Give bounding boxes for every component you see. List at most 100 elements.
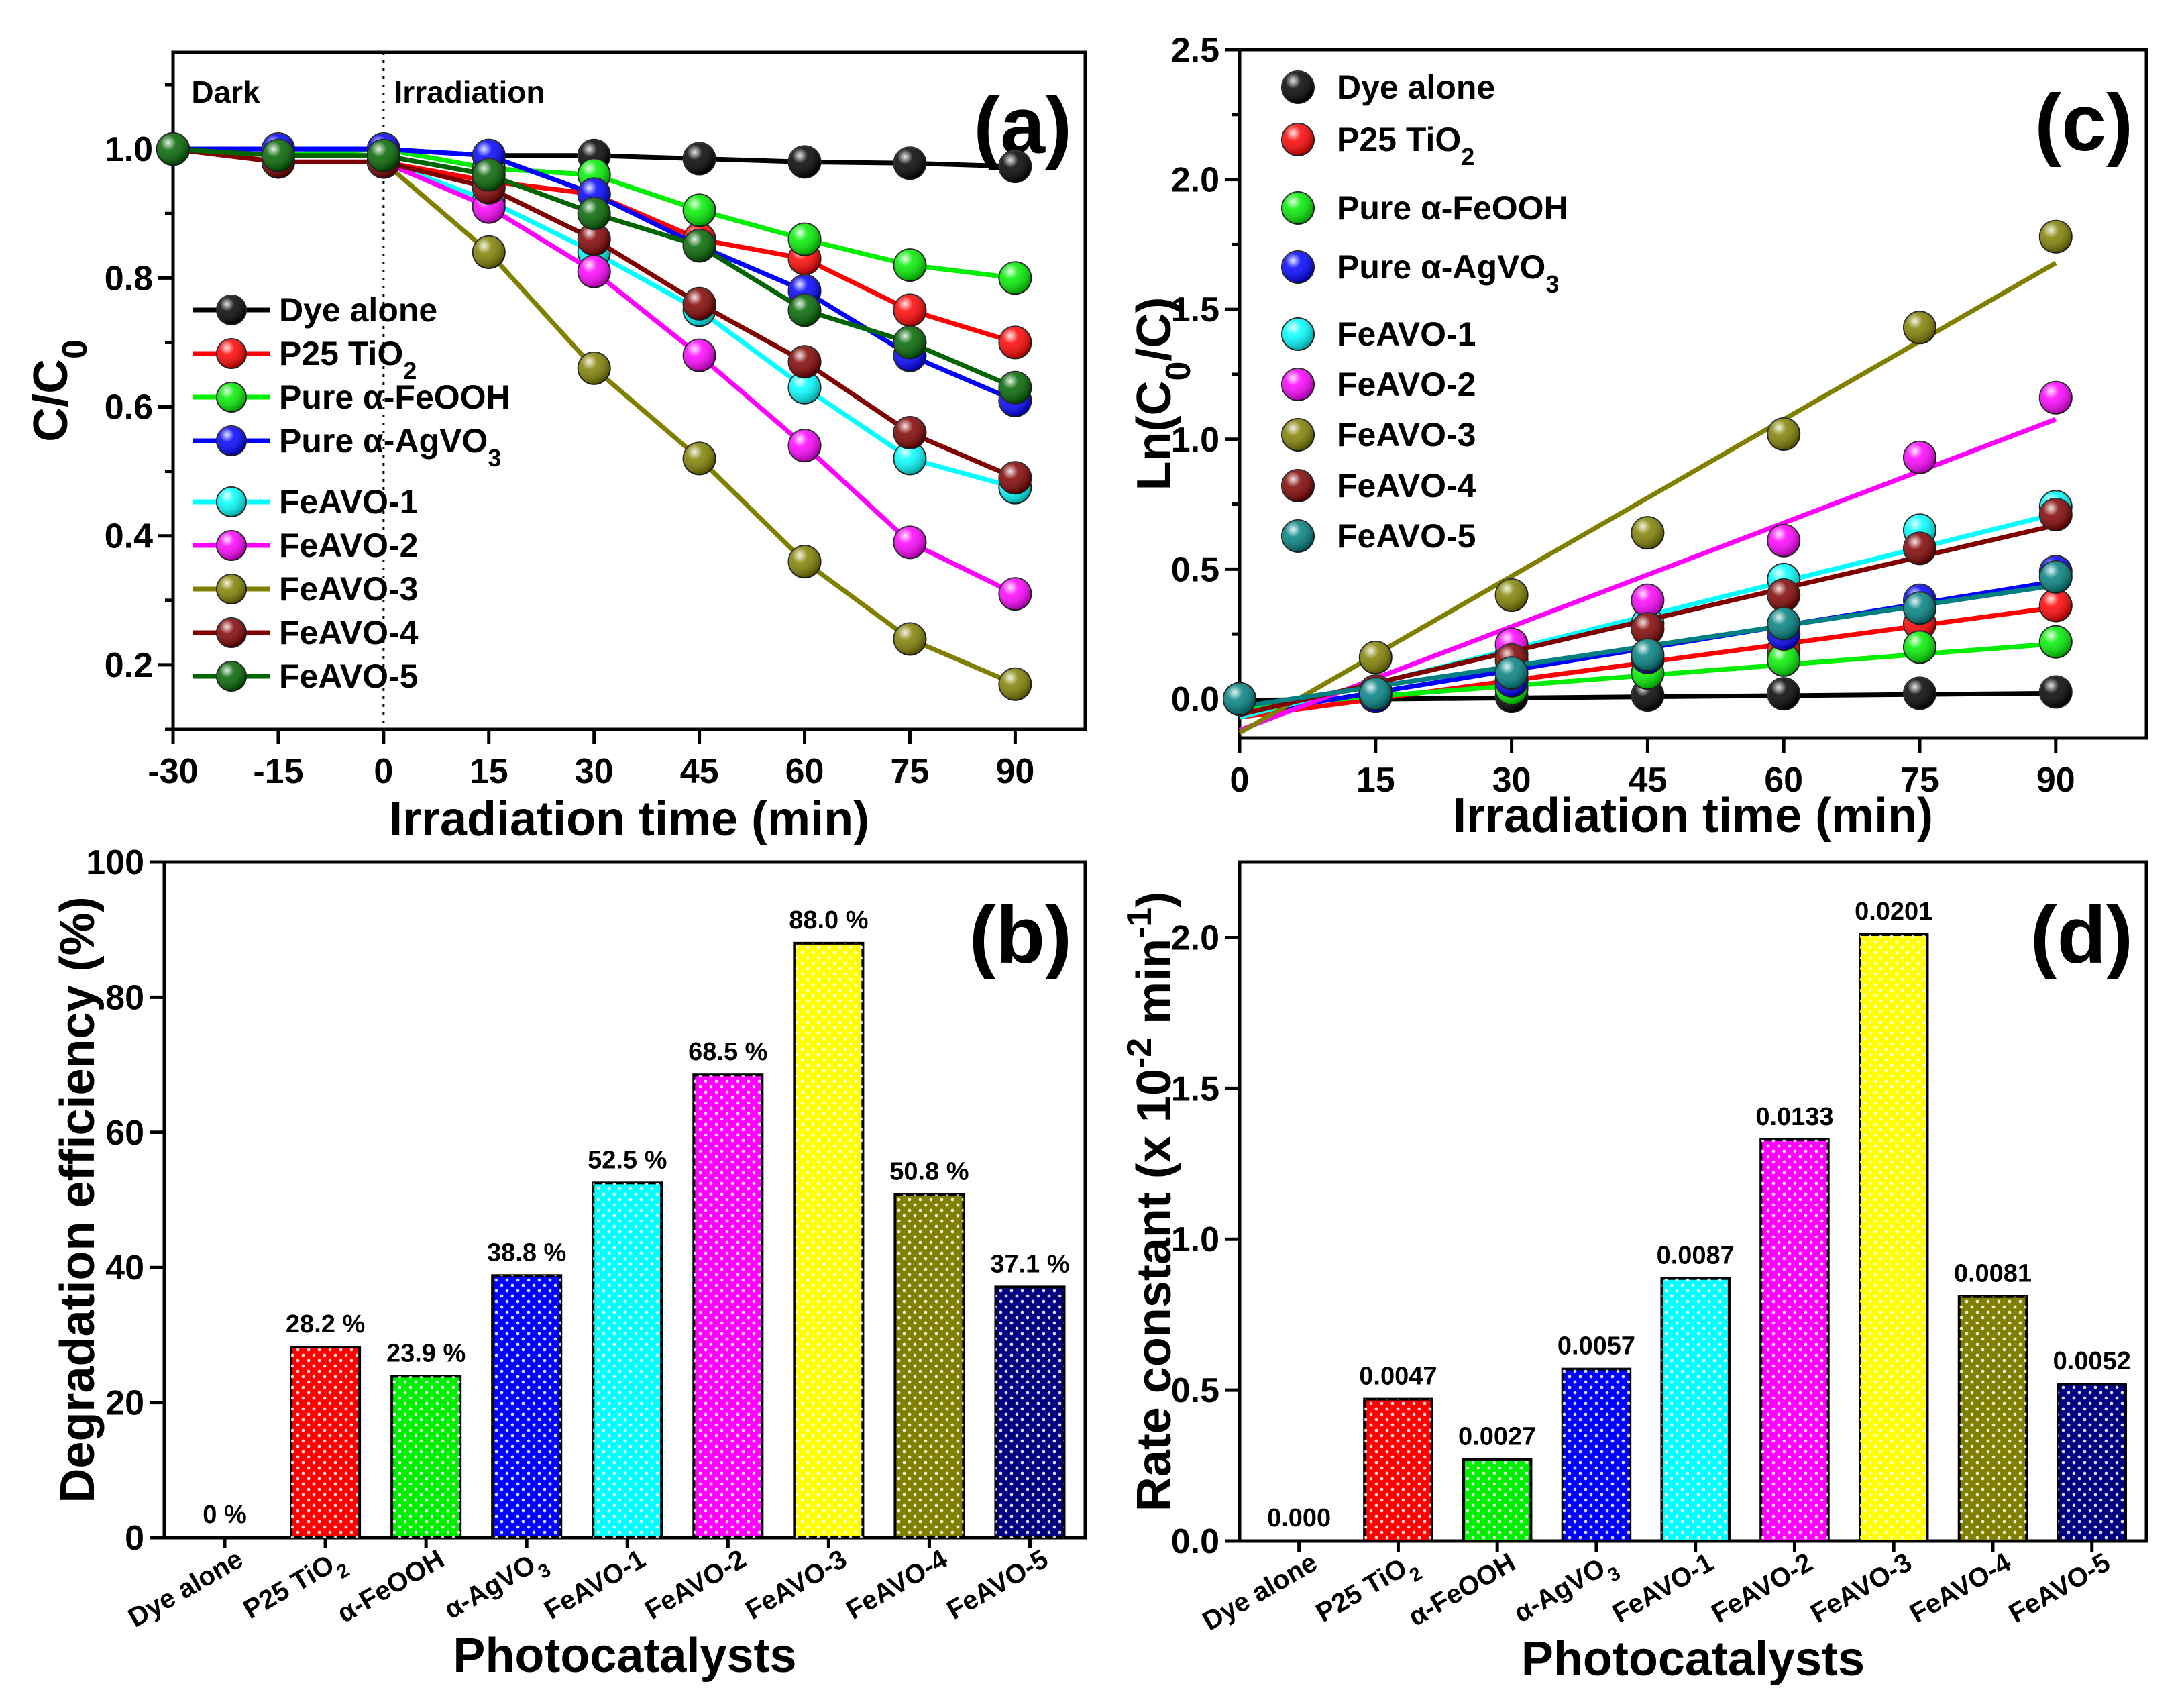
y-tick-label: 1.0 bbox=[1171, 421, 1219, 460]
data-point-dye-alone bbox=[1767, 677, 1801, 711]
legend-label-p25-tio2: P25 TiO2 bbox=[1337, 121, 1474, 170]
data-label-feavo-5: 0.0052 bbox=[2053, 1347, 2131, 1375]
x-tick-label: FeAVO-4 bbox=[1905, 1547, 2016, 1628]
data-label-feavo-2: 68.5 % bbox=[688, 1038, 767, 1066]
panel-label-c: (c) bbox=[2034, 78, 2133, 168]
bar-pattern-agvo3 bbox=[1562, 1369, 1631, 1541]
x-tick-label: 75 bbox=[891, 752, 930, 791]
x-tick-label: 75 bbox=[1900, 761, 1939, 800]
data-point-feavo-5-shine bbox=[1631, 639, 1664, 672]
legend-marker-p25-tio2 bbox=[1281, 123, 1315, 156]
x-tick-label: FeAVO-2 bbox=[1706, 1548, 1818, 1629]
data-point-dye-alone-shine bbox=[1767, 678, 1800, 710]
y-tick-label: 0.0 bbox=[1171, 680, 1219, 719]
legend-label-feavo-2: FeAVO-2 bbox=[1337, 366, 1476, 403]
data-label-feooh: 23.9 % bbox=[386, 1339, 466, 1367]
x-tick-label: FeAVO-3 bbox=[741, 1544, 852, 1626]
x-tick-label: FeAVO-1 bbox=[1607, 1548, 1718, 1629]
annotation-dark: Dark bbox=[191, 74, 260, 109]
y-tick-label: 1.0 bbox=[105, 130, 153, 169]
bar-pattern-feavo-5 bbox=[2058, 1384, 2126, 1541]
data-point-pure-feooh bbox=[998, 261, 1032, 295]
y-axis-label: Ln(C0/C) bbox=[1128, 297, 1197, 491]
y-tick-label: 80 bbox=[105, 978, 144, 1017]
data-point-p25-tio2 bbox=[893, 293, 927, 327]
data-point-feavo-2 bbox=[577, 254, 611, 288]
data-label-agvo3: 0.0057 bbox=[1558, 1332, 1635, 1361]
legend-marker-feavo-5-shine bbox=[1282, 520, 1314, 552]
x-tick-label: P25 TiO2 bbox=[1311, 1548, 1426, 1636]
data-point-feavo-2 bbox=[893, 525, 927, 560]
x-tick-label: FeAVO-1 bbox=[539, 1544, 651, 1626]
legend-label-pure-feooh: Pure α-FeOOH bbox=[279, 378, 510, 416]
data-point-feavo-3 bbox=[1903, 311, 1936, 345]
data-point-feavo-4 bbox=[1903, 531, 1936, 566]
data-point-dye-alone bbox=[893, 146, 927, 180]
data-point-feavo-5 bbox=[893, 325, 927, 360]
x-tick-label: FeAVO-5 bbox=[2004, 1548, 2115, 1629]
data-label-feavo-3: 0.0201 bbox=[1855, 898, 1932, 926]
legend-label-p25-tio2: P25 TiO2 bbox=[279, 335, 417, 384]
legend-marker-pure-agvo3 bbox=[216, 425, 247, 456]
data-label-dye-alone: 0.000 bbox=[1267, 1504, 1331, 1532]
data-point-feavo-2-shine bbox=[893, 526, 926, 559]
legend-marker-pure-feooh bbox=[1281, 191, 1315, 225]
data-point-feavo-2 bbox=[682, 338, 716, 372]
y-tick-label: 0.5 bbox=[1171, 1371, 1219, 1410]
data-point-p25-tio2 bbox=[2038, 588, 2073, 623]
y-tick-label: 20 bbox=[105, 1384, 144, 1423]
data-point-feavo-1-shine bbox=[893, 442, 926, 475]
data-point-feavo-4-shine bbox=[999, 462, 1032, 494]
data-point-feavo-3-shine bbox=[472, 235, 505, 268]
data-point-p25-tio2-shine bbox=[893, 294, 926, 327]
data-point-feavo-3-shine bbox=[788, 545, 821, 578]
data-point-feavo-2-shine bbox=[1767, 524, 1800, 557]
legend-marker-feavo-5 bbox=[216, 661, 247, 692]
data-point-pure-feooh bbox=[787, 222, 822, 256]
data-point-feavo-4-shine bbox=[1767, 579, 1800, 612]
y-tick-label: 1.5 bbox=[1171, 290, 1219, 329]
y-axis-label: Rate constant (x 10-2 min-1) bbox=[1120, 892, 1181, 1511]
bar-pattern-feavo-5 bbox=[995, 1287, 1064, 1538]
bar-pattern-p25-tio2 bbox=[1364, 1399, 1432, 1541]
x-tick-label: α-AgVO3 bbox=[1509, 1548, 1624, 1637]
bar-pattern-agvo3 bbox=[492, 1275, 561, 1538]
data-point-feavo-4-shine bbox=[788, 346, 821, 378]
data-point-feavo-5-shine bbox=[1223, 682, 1256, 715]
bar-pattern-feavo-2 bbox=[694, 1075, 763, 1538]
x-tick-label: -15 bbox=[253, 752, 303, 791]
y-tick-label: 0.8 bbox=[105, 259, 153, 298]
y-axis-label: C/C0 bbox=[24, 339, 94, 442]
legend-marker-feavo-2-shine bbox=[217, 531, 246, 560]
data-point-feavo-4 bbox=[1631, 612, 1665, 646]
data-point-feavo-2-shine bbox=[578, 255, 610, 288]
data-point-feavo-4-shine bbox=[1631, 613, 1664, 645]
bar-pattern-feavo-4 bbox=[1959, 1296, 2027, 1541]
data-point-feavo-2 bbox=[1631, 583, 1665, 617]
data-point-feavo-5-shine bbox=[999, 371, 1032, 404]
y-tick-label: 2.0 bbox=[1171, 918, 1219, 957]
data-point-feavo-4-shine bbox=[578, 223, 610, 256]
legend-marker-dye-alone-shine bbox=[1282, 71, 1314, 103]
data-point-feavo-3 bbox=[472, 235, 506, 269]
x-tick-label: 0 bbox=[374, 752, 393, 791]
data-point-feavo-3-shine bbox=[1767, 418, 1800, 451]
data-point-feavo-2-shine bbox=[788, 429, 821, 462]
legend-marker-feavo-3-shine bbox=[217, 574, 246, 604]
data-point-feavo-5-shine bbox=[1359, 678, 1392, 710]
x-tick-label: 90 bbox=[2036, 761, 2075, 800]
data-point-p25-tio2-shine bbox=[2039, 589, 2072, 622]
data-point-feavo-3-shine bbox=[2039, 220, 2072, 253]
data-point-feavo-3-shine bbox=[1359, 641, 1392, 674]
legend-marker-dye-alone-shine bbox=[217, 295, 246, 325]
y-tick-label: 0.6 bbox=[105, 388, 153, 427]
legend-marker-pure-agvo3-shine bbox=[217, 426, 246, 456]
y-tick-label: 0.5 bbox=[1171, 550, 1219, 589]
x-tick-label: 0 bbox=[1230, 761, 1250, 800]
data-point-dye-alone bbox=[998, 150, 1032, 184]
legend-marker-p25-tio2-shine bbox=[1282, 123, 1314, 156]
legend-label-feavo-5: FeAVO-5 bbox=[279, 657, 418, 695]
x-tick-label: α-FeOOH bbox=[332, 1544, 449, 1629]
